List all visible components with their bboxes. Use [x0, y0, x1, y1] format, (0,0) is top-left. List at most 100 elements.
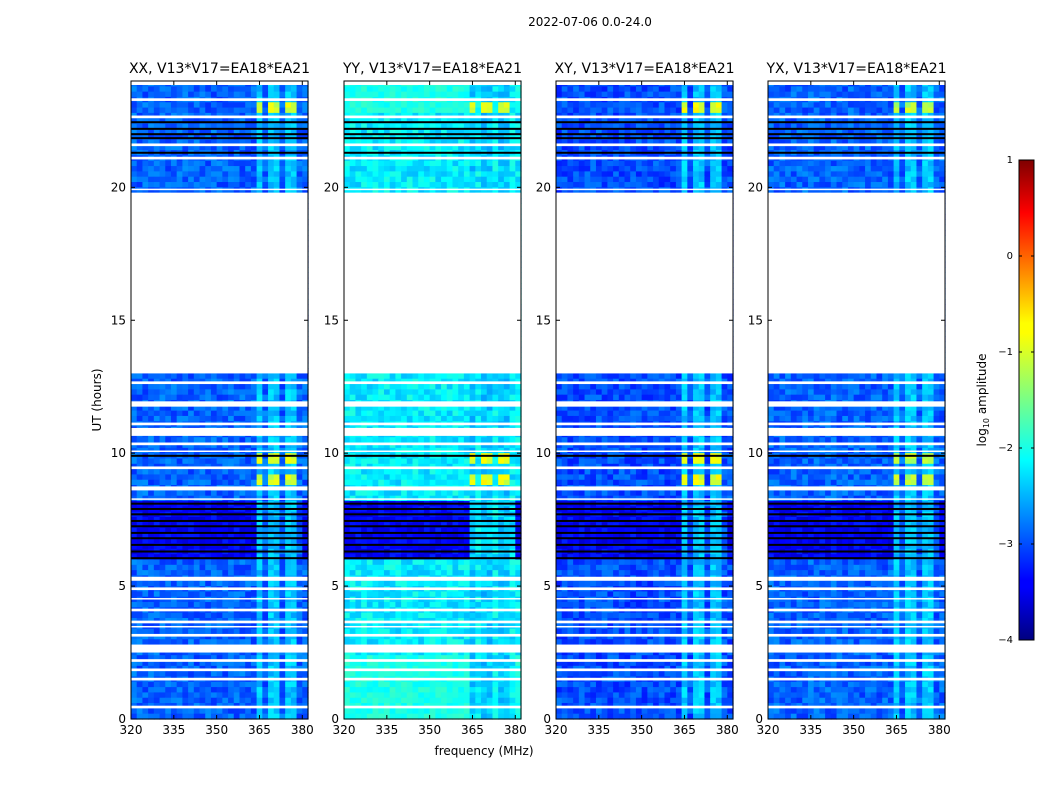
heatmap-cell [262, 490, 269, 497]
heatmap-cell [176, 479, 183, 486]
heatmap-cell [142, 681, 149, 688]
heatmap-cell [210, 86, 218, 93]
heatmap-cell [273, 437, 281, 444]
heatmap-cell [216, 166, 223, 172]
heatmap-cell [176, 134, 183, 141]
heatmap-cell [469, 171, 476, 178]
heatmap-cell [296, 144, 303, 151]
heatmap-cell [159, 596, 166, 603]
heatmap-cell [279, 107, 286, 114]
heatmap-cell [199, 479, 206, 486]
heatmap-cell [159, 490, 166, 497]
heatmap-cell [170, 128, 178, 135]
heatmap-cell [302, 559, 309, 566]
heatmap-cell [285, 687, 292, 694]
heatmap-cell [245, 687, 252, 694]
heatmap-cell [285, 91, 292, 98]
heatmap-cell [418, 91, 425, 98]
data-gap [131, 620, 308, 624]
heatmap-cell [268, 692, 275, 699]
heatmap-cell [136, 107, 144, 114]
heatmap-cell [142, 479, 149, 486]
heatmap-cell [165, 554, 172, 561]
heatmap-cell [193, 602, 201, 608]
heatmap-cell [256, 570, 263, 577]
heatmap-cell [131, 602, 138, 608]
heatmap-cell [188, 394, 195, 401]
heatmap-cell [131, 176, 138, 183]
heatmap-cell [193, 660, 201, 667]
heatmap-cell [205, 139, 212, 146]
heatmap-cell [268, 144, 275, 151]
heatmap-cell [290, 697, 298, 704]
heatmap-cell [170, 437, 178, 444]
heatmap-cell [176, 176, 183, 183]
heatmap-cell [153, 134, 161, 141]
heatmap-cell [290, 128, 298, 135]
heatmap-cell [395, 118, 402, 125]
heatmap-cell [349, 160, 357, 167]
heatmap-cell [302, 570, 309, 577]
heatmap-cell [222, 532, 229, 539]
heatmap-cell [199, 107, 206, 114]
heatmap-cell [148, 580, 155, 587]
heatmap-cell [136, 596, 144, 603]
heatmap-cell [481, 176, 488, 183]
heatmap-cell [148, 415, 155, 422]
heatmap-cell [279, 187, 286, 194]
heatmap-cell [435, 128, 442, 135]
heatmap-cell [159, 437, 166, 444]
heatmap-cell [228, 633, 235, 640]
heatmap-cell [228, 437, 235, 444]
heatmap-cell [429, 102, 436, 109]
heatmap-cell [372, 144, 379, 151]
heatmap-cell [188, 649, 195, 656]
heatmap-cell [262, 166, 269, 172]
heatmap-cell [273, 628, 281, 635]
heatmap-cell [148, 612, 155, 619]
heatmap-cell [228, 171, 235, 178]
heatmap-cell [256, 591, 263, 598]
heatmap-cell [159, 655, 166, 662]
heatmap-cell [210, 591, 218, 598]
heatmap-cell [188, 708, 195, 715]
heatmap-cell [153, 671, 161, 678]
heatmap-cell [210, 554, 218, 561]
heatmap-cell [412, 134, 419, 141]
heatmap-cell [262, 134, 269, 141]
heatmap-cell [199, 389, 206, 396]
heatmap-cell [205, 554, 212, 561]
heatmap-cell [273, 687, 281, 694]
heatmap-cell [423, 107, 431, 114]
heatmap-cell [463, 118, 471, 125]
heatmap-cell [222, 612, 229, 619]
heatmap-cell [188, 123, 195, 130]
heatmap-cell [159, 384, 166, 390]
data-gap [131, 668, 308, 672]
heatmap-cell [256, 596, 263, 603]
heatmap-cell [136, 182, 144, 188]
heatmap-cell [481, 144, 488, 151]
heatmap-cell [344, 86, 351, 93]
heatmap-cell [182, 415, 189, 422]
heatmap-cell [290, 102, 298, 109]
heatmap-cell [452, 86, 459, 93]
heatmap-cell [165, 437, 172, 444]
heatmap-cell [131, 639, 138, 646]
heatmap-cell [153, 522, 161, 529]
heatmap-cell [148, 373, 155, 380]
heatmap-cell [153, 490, 161, 497]
heatmap-cell [383, 160, 391, 167]
heatmap-cell [418, 144, 425, 151]
heatmap-cell [205, 479, 212, 486]
heatmap-cell [188, 176, 195, 183]
heatmap-cell [233, 596, 241, 603]
heatmap-cell [285, 171, 292, 178]
heatmap-cell [429, 171, 436, 178]
heatmap-cell [372, 102, 379, 109]
heatmap-cell [193, 559, 201, 566]
heatmap-cell [131, 458, 138, 465]
heatmap-cell [509, 107, 516, 114]
heatmap-cell [205, 628, 212, 635]
heatmap-cell [296, 697, 303, 704]
